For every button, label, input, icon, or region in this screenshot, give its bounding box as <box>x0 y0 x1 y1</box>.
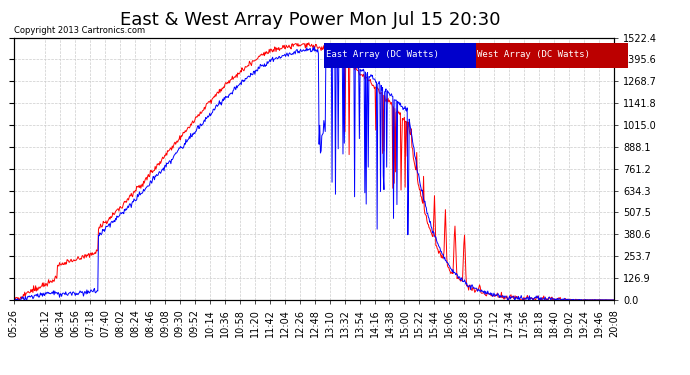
Text: Copyright 2013 Cartronics.com: Copyright 2013 Cartronics.com <box>14 26 145 35</box>
Text: East & West Array Power Mon Jul 15 20:30: East & West Array Power Mon Jul 15 20:30 <box>120 11 501 29</box>
Text: West Array (DC Watts): West Array (DC Watts) <box>477 50 591 59</box>
Text: East Array (DC Watts): East Array (DC Watts) <box>326 50 439 59</box>
